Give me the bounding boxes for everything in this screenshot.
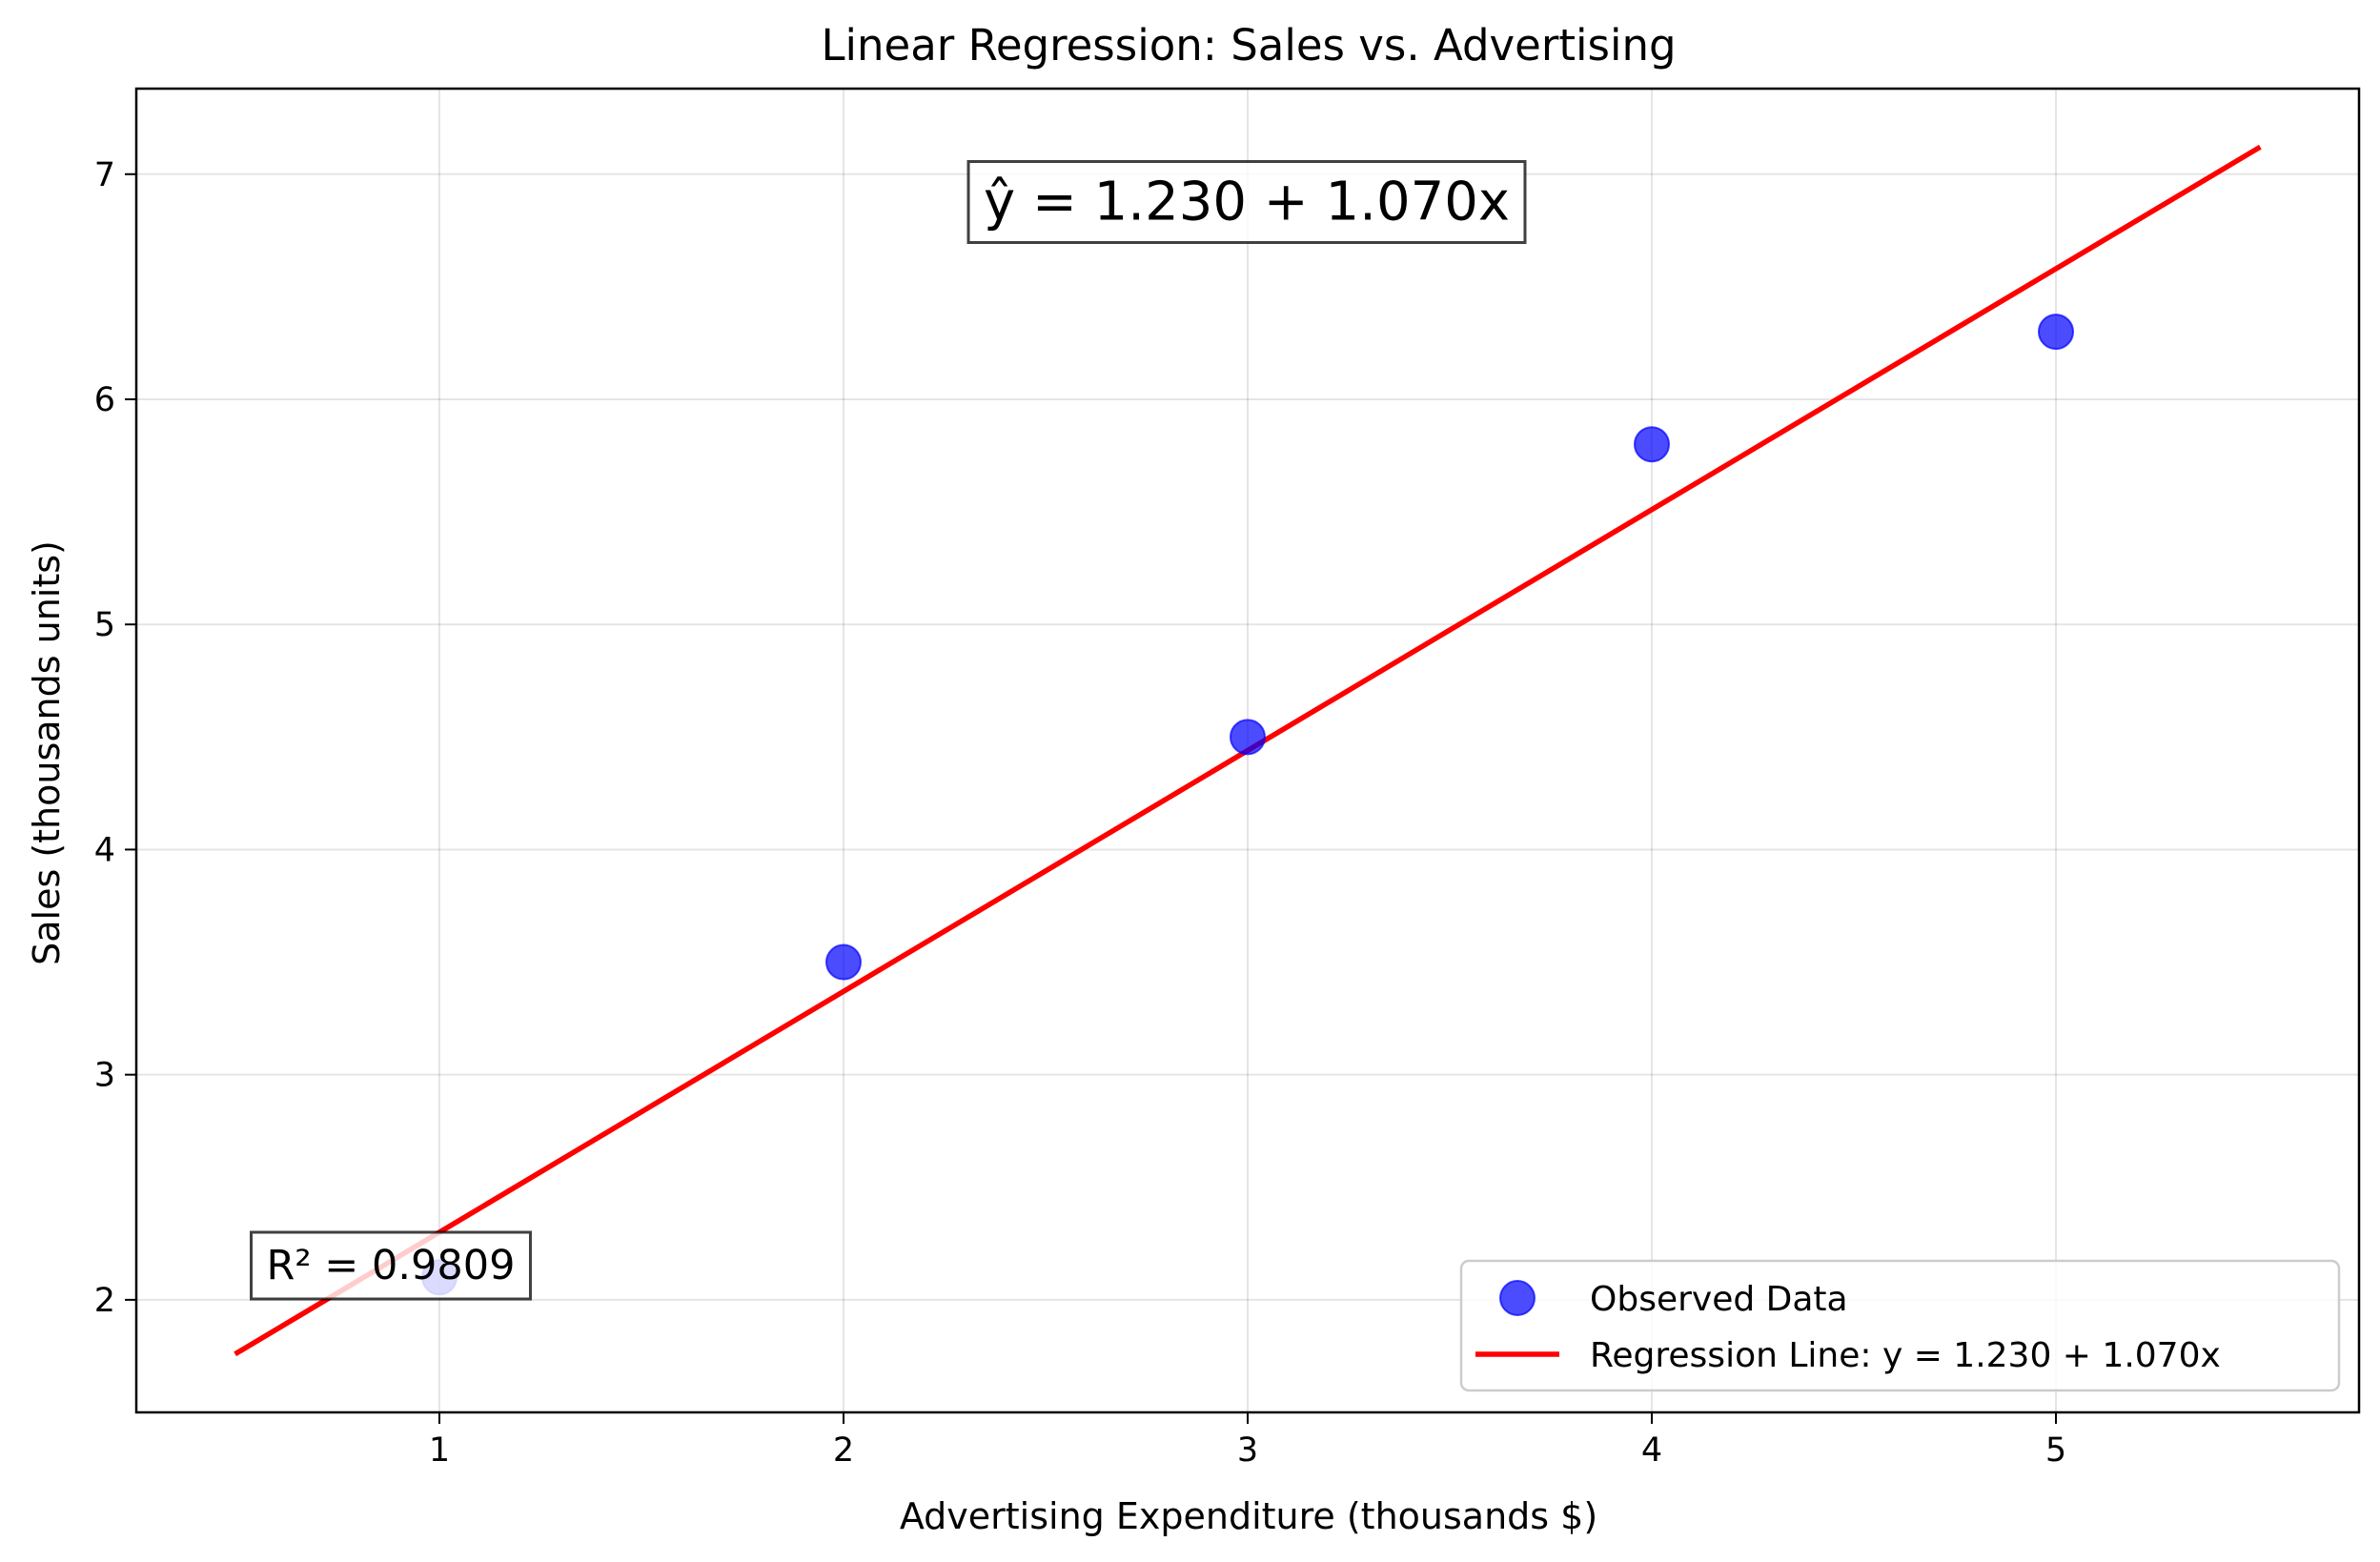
x-tick-label: 4 xyxy=(1641,1431,1662,1470)
data-point xyxy=(1230,719,1266,756)
y-tick-label: 5 xyxy=(94,606,115,644)
y-axis-label: Sales (thousands units) xyxy=(26,540,68,965)
tick-layer: 1 2 3 4 5 2 3 4 5 6 7 xyxy=(94,156,2066,1470)
legend-label-observed: Observed Data xyxy=(1590,1280,1848,1319)
chart-title: Linear Regression: Sales vs. Advertising xyxy=(821,20,1676,71)
r2-annotation-group: R² = 0.9809 xyxy=(250,1230,532,1301)
r2-annotation-box xyxy=(250,1230,532,1301)
legend: Observed Data Regression Line: y = 1.230 … xyxy=(1459,1259,2341,1392)
data-point xyxy=(2038,314,2074,351)
annotation-layer: ŷ = 1.230 + 1.070x R² = 0.9809 xyxy=(250,160,1527,1301)
legend-marker-observed xyxy=(1499,1280,1536,1316)
y-tick-label: 2 xyxy=(94,1282,115,1320)
equation-annotation: ŷ = 1.230 + 1.070x xyxy=(984,172,1510,233)
legend-label-regression: Regression Line: y = 1.230 + 1.070x xyxy=(1590,1336,2221,1375)
y-tick-label: 7 xyxy=(94,156,115,194)
x-tick-label: 1 xyxy=(429,1431,450,1470)
equation-annotation-group: ŷ = 1.230 + 1.070x xyxy=(966,160,1527,244)
x-axis-label: Advertising Expenditure (thousands $) xyxy=(900,1495,1597,1537)
data-point xyxy=(1634,426,1670,463)
equation-annotation-box xyxy=(966,160,1527,244)
data-point xyxy=(825,943,862,981)
y-tick-label: 3 xyxy=(94,1057,115,1095)
y-tick-label: 6 xyxy=(94,381,115,419)
r2-annotation: R² = 0.9809 xyxy=(267,1242,516,1289)
x-tick-label: 3 xyxy=(1237,1431,1258,1470)
y-tick-label: 4 xyxy=(94,831,115,869)
x-tick-label: 5 xyxy=(2045,1431,2066,1470)
x-tick-label: 2 xyxy=(833,1431,854,1470)
legend-frame xyxy=(1459,1259,2341,1392)
